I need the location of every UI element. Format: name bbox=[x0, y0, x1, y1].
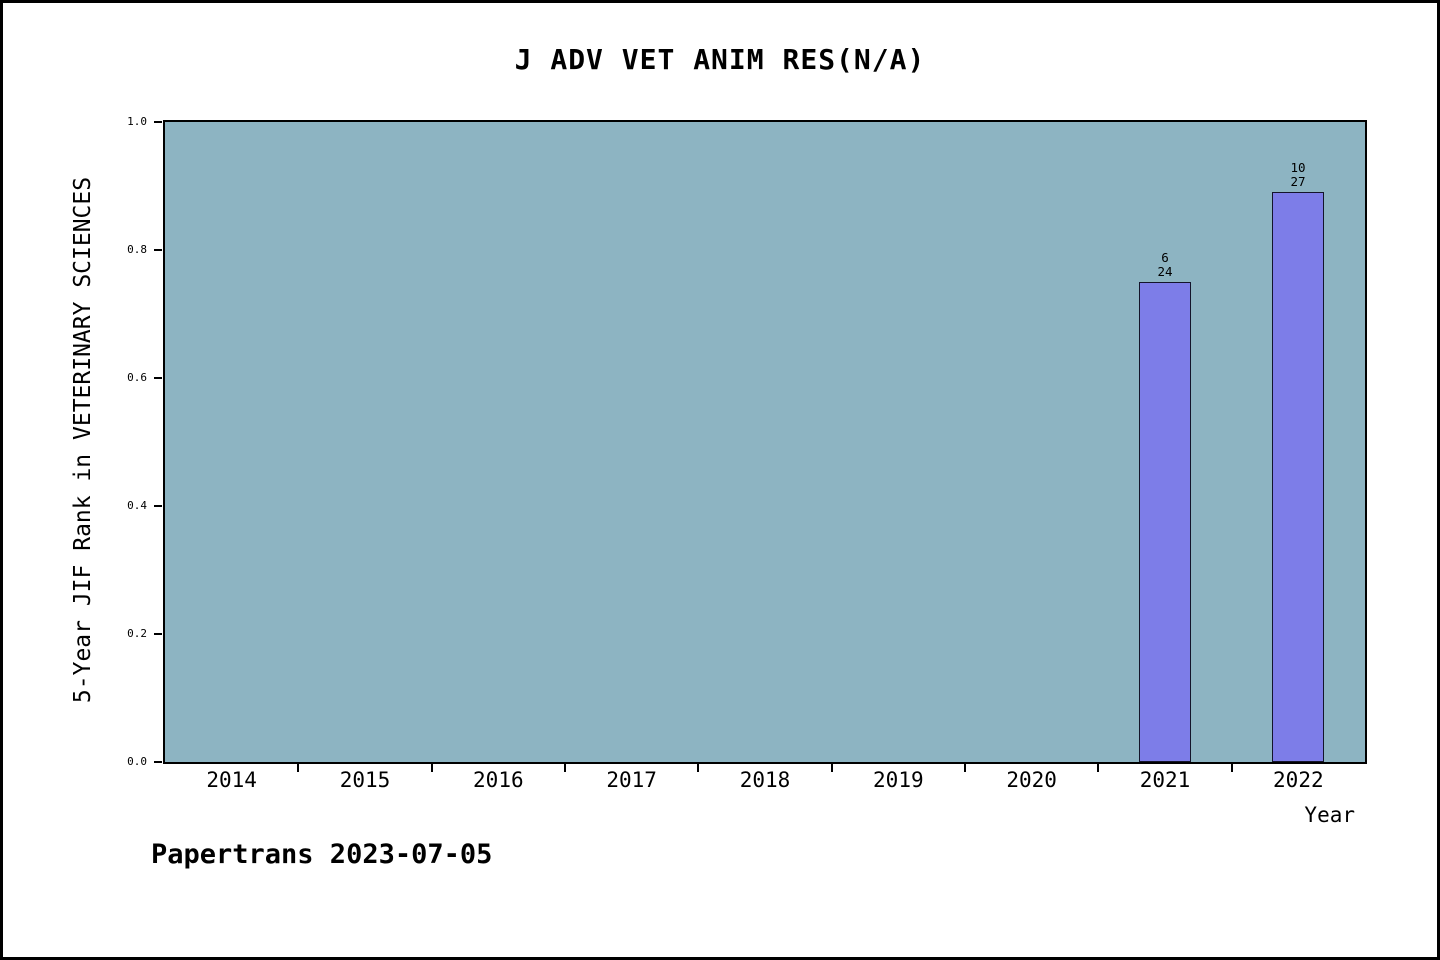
y-tick-label: 0.2 bbox=[127, 627, 147, 640]
y-tick-mark bbox=[154, 249, 162, 251]
y-tick-label: 0.8 bbox=[127, 243, 147, 256]
x-tick-label: 2018 bbox=[739, 768, 791, 792]
x-tick-mark bbox=[1097, 764, 1100, 772]
bar-2021 bbox=[1139, 282, 1191, 762]
x-tick-mark bbox=[697, 764, 700, 772]
x-tick-label: 2014 bbox=[206, 768, 257, 792]
bar-value-numerator: 10 bbox=[1290, 160, 1306, 175]
x-tick-label: 2021 bbox=[1139, 768, 1191, 792]
x-tick-mark bbox=[1230, 764, 1233, 772]
y-tick-mark bbox=[154, 121, 162, 123]
x-tick-label: 2015 bbox=[339, 768, 391, 792]
x-tick-label: 2016 bbox=[473, 768, 524, 792]
x-tick-mark bbox=[830, 764, 833, 772]
x-tick-mark bbox=[430, 764, 433, 772]
y-tick-label: 1.0 bbox=[127, 115, 147, 128]
y-tick-mark bbox=[154, 377, 162, 379]
bar-value-numerator: 6 bbox=[1161, 250, 1169, 265]
x-tick-label: 2020 bbox=[1006, 768, 1057, 792]
bar-value-label: 6 24 bbox=[1120, 251, 1210, 279]
bar-2022 bbox=[1272, 192, 1324, 762]
x-tick-label: 2022 bbox=[1273, 768, 1324, 792]
y-tick-label: 0.6 bbox=[127, 371, 147, 384]
x-tick-mark bbox=[297, 764, 300, 772]
x-tick-mark bbox=[964, 764, 966, 772]
y-tick-label: 0.4 bbox=[127, 499, 147, 512]
x-tick-label: 2019 bbox=[873, 768, 924, 792]
y-tick-mark bbox=[154, 761, 162, 763]
y-axis-title: 5-Year JIF Rank in VETERINARY SCIENCES bbox=[70, 176, 97, 704]
x-tick-mark bbox=[564, 764, 566, 772]
chart-title: J ADV VET ANIM RES(N/A) bbox=[514, 43, 926, 76]
plot-area: 6 24 10 27 bbox=[163, 120, 1367, 764]
y-tick-mark bbox=[154, 505, 162, 507]
bar-value-denominator: 27 bbox=[1290, 174, 1306, 189]
y-tick-label: 0.0 bbox=[127, 755, 147, 768]
y-tick-mark bbox=[154, 633, 162, 635]
watermark-text: Papertrans 2023-07-05 bbox=[151, 839, 493, 870]
bar-value-denominator: 24 bbox=[1157, 264, 1173, 279]
bar-value-label: 10 27 bbox=[1253, 161, 1343, 189]
y-axis-title-container: 5-Year JIF Rank in VETERINARY SCIENCES bbox=[59, 120, 107, 760]
x-tick-label: 2017 bbox=[606, 768, 657, 792]
x-axis-title: Year bbox=[1304, 803, 1355, 827]
